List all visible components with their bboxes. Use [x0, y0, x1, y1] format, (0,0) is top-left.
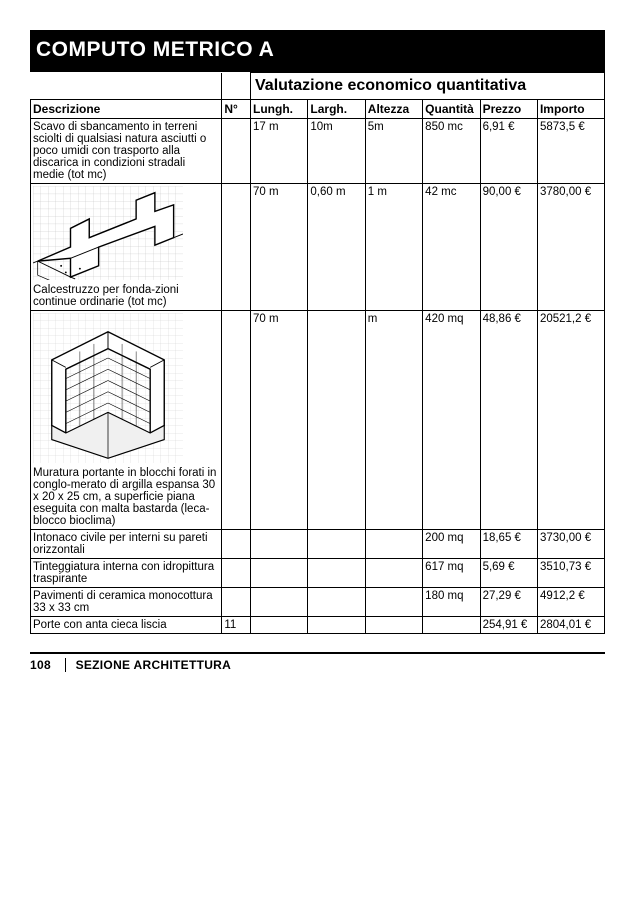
empty-cell — [222, 73, 251, 100]
foundation-illustration — [33, 186, 183, 280]
cell-desc-text: Pavimenti di ceramica monocottura 33 x 3… — [33, 590, 213, 614]
cell-altezza: 1 m — [365, 184, 422, 311]
cell-desc: Intonaco civile per interni su pareti or… — [31, 530, 222, 559]
cell-quantita: 850 mc — [423, 119, 480, 184]
cell-prezzo: 254,91 € — [480, 617, 537, 634]
cell-prezzo: 90,00 € — [480, 184, 537, 311]
cell-num — [222, 559, 251, 588]
table-row: Calcestruzzo per fonda-zioni continue or… — [31, 184, 605, 311]
cell-desc-text: Muratura portante in blocchi forati in c… — [33, 467, 216, 527]
cell-num: 11 — [222, 617, 251, 634]
cell-lungh — [251, 588, 308, 617]
cell-num — [222, 530, 251, 559]
cell-altezza: 5m — [365, 119, 422, 184]
cell-lungh: 17 m — [251, 119, 308, 184]
cell-altezza — [365, 588, 422, 617]
cell-largh: 0,60 m — [308, 184, 365, 311]
cell-lungh — [251, 617, 308, 634]
table-row: Tinteggiatura interna con idropittura tr… — [31, 559, 605, 588]
cell-desc: Calcestruzzo per fonda-zioni continue or… — [31, 184, 222, 311]
footer-page-number: 108 — [30, 658, 51, 672]
cell-lungh — [251, 530, 308, 559]
cell-largh — [308, 588, 365, 617]
cell-importo: 5873,5 € — [537, 119, 604, 184]
cell-altezza — [365, 617, 422, 634]
empty-cell — [31, 73, 222, 100]
cell-largh — [308, 311, 365, 530]
table-row: Intonaco civile per interni su pareti or… — [31, 530, 605, 559]
cell-largh: 10m — [308, 119, 365, 184]
col-quantita-header: Quantità — [423, 100, 480, 119]
col-num-header: N° — [222, 100, 251, 119]
cell-largh — [308, 530, 365, 559]
footer-section-label: SEZIONE ARCHITETTURA — [65, 658, 232, 672]
cell-desc: Tinteggiatura interna con idropittura tr… — [31, 559, 222, 588]
cell-desc-text: Porte con anta cieca liscia — [33, 619, 167, 631]
table-row: Scavo di sbancamento in terreni sciolti … — [31, 119, 605, 184]
page-footer: 108 SEZIONE ARCHITETTURA — [30, 652, 605, 672]
col-prezzo-header: Prezzo — [480, 100, 537, 119]
table-row: Muratura portante in blocchi forati in c… — [31, 311, 605, 530]
cell-quantita: 42 mc — [423, 184, 480, 311]
cell-lungh: 70 m — [251, 311, 308, 530]
column-header-row: Descrizione N° Lungh. Largh. Altezza Qua… — [31, 100, 605, 119]
cell-desc: Scavo di sbancamento in terreni sciolti … — [31, 119, 222, 184]
cell-desc-text: Calcestruzzo per fonda-zioni continue or… — [33, 284, 179, 308]
cell-num — [222, 184, 251, 311]
col-lungh-header: Lungh. — [251, 100, 308, 119]
computo-table: Valutazione economico quantitativa Descr… — [30, 72, 605, 634]
cell-prezzo: 6,91 € — [480, 119, 537, 184]
cell-importo: 3510,73 € — [537, 559, 604, 588]
group-header-row: Valutazione economico quantitativa — [31, 73, 605, 100]
cell-quantita — [423, 617, 480, 634]
cell-altezza: m — [365, 311, 422, 530]
cell-importo: 3730,00 € — [537, 530, 604, 559]
cell-desc-text: Scavo di sbancamento in terreni sciolti … — [33, 121, 206, 181]
cell-largh — [308, 617, 365, 634]
cell-num — [222, 588, 251, 617]
cell-altezza — [365, 530, 422, 559]
cell-largh — [308, 559, 365, 588]
cell-desc: Pavimenti di ceramica monocottura 33 x 3… — [31, 588, 222, 617]
cell-altezza — [365, 559, 422, 588]
cell-importo: 20521,2 € — [537, 311, 604, 530]
cell-desc: Porte con anta cieca liscia — [31, 617, 222, 634]
cell-quantita: 180 mq — [423, 588, 480, 617]
cell-desc-text: Intonaco civile per interni su pareti or… — [33, 532, 208, 556]
cell-importo: 4912,2 € — [537, 588, 604, 617]
cell-lungh — [251, 559, 308, 588]
cell-prezzo: 48,86 € — [480, 311, 537, 530]
table-row: Pavimenti di ceramica monocottura 33 x 3… — [31, 588, 605, 617]
wall-illustration — [33, 313, 183, 463]
col-largh-header: Largh. — [308, 100, 365, 119]
cell-desc: Muratura portante in blocchi forati in c… — [31, 311, 222, 530]
cell-lungh: 70 m — [251, 184, 308, 311]
group-header: Valutazione economico quantitativa — [251, 73, 605, 100]
cell-prezzo: 27,29 € — [480, 588, 537, 617]
cell-desc-text: Tinteggiatura interna con idropittura tr… — [33, 561, 214, 585]
col-altezza-header: Altezza — [365, 100, 422, 119]
col-importo-header: Importo — [537, 100, 604, 119]
cell-num — [222, 119, 251, 184]
cell-quantita: 420 mq — [423, 311, 480, 530]
page-title: COMPUTO METRICO A — [30, 30, 605, 72]
cell-importo: 3780,00 € — [537, 184, 604, 311]
cell-num — [222, 311, 251, 530]
cell-importo: 2804,01 € — [537, 617, 604, 634]
cell-prezzo: 18,65 € — [480, 530, 537, 559]
cell-quantita: 200 mq — [423, 530, 480, 559]
cell-prezzo: 5,69 € — [480, 559, 537, 588]
table-row: Porte con anta cieca liscia 11 254,91 €280… — [31, 617, 605, 634]
col-desc-header: Descrizione — [31, 100, 222, 119]
cell-quantita: 617 mq — [423, 559, 480, 588]
